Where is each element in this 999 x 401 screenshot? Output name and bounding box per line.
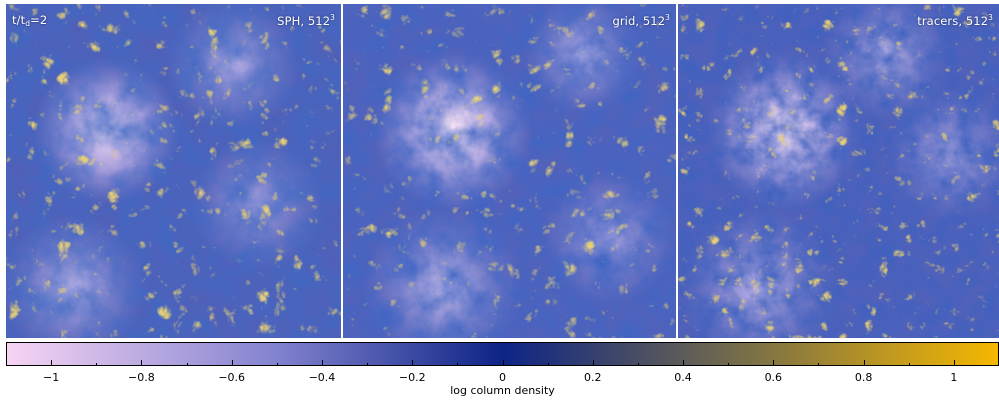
colorbar-minor-tick — [818, 363, 820, 366]
colorbar-major-tick — [863, 360, 865, 366]
colorbar-major-tick — [141, 360, 143, 366]
colorbar-tick-label: −0.2 — [398, 371, 426, 384]
colorbar-tick-label: 0.2 — [584, 371, 602, 384]
colorbar-major-tick — [231, 360, 233, 366]
colorbar-minor-tick — [6, 363, 7, 366]
colorbar-tick-label: 0.4 — [674, 371, 692, 384]
panel-grid: grid, 5123 — [343, 4, 676, 338]
colorbar-major-tick — [953, 360, 955, 366]
colorbar-tick-label: −0.8 — [128, 371, 155, 384]
colorbar-minor-tick — [457, 363, 459, 366]
panel-divider — [341, 4, 343, 338]
colorbar-major-tick — [683, 360, 685, 366]
panel-title-grid: grid, 5123 — [612, 13, 670, 28]
colorbar-tick-label: 1 — [950, 371, 958, 384]
time-label: t/td=2 — [12, 13, 48, 28]
colorbar-minor-tick — [728, 363, 730, 366]
panel-tracers: tracers, 5123 — [678, 4, 999, 338]
panel-sph: t/td=2 SPH, 5123 — [6, 4, 341, 338]
panel-title-sph: SPH, 5123 — [277, 13, 335, 28]
colorbar-major-tick — [592, 360, 594, 366]
colorbar-tick-label: −0.4 — [308, 371, 336, 384]
colorbar-minor-tick — [276, 363, 278, 366]
colorbar-title: log column density — [450, 384, 555, 397]
colorbar-minor-tick — [96, 363, 98, 366]
colorbar-tick-label: 0 — [499, 371, 506, 384]
colorbar-minor-tick — [637, 363, 639, 366]
colorbar-major-tick — [502, 360, 504, 366]
colorbar-tick-label: −0.6 — [218, 371, 246, 384]
colorbar-minor-tick — [908, 363, 910, 366]
colorbar-tick-label: −1 — [43, 371, 60, 384]
colorbar-tick-label: 0.6 — [764, 371, 783, 384]
sph-density-map — [6, 4, 341, 338]
colorbar-major-tick — [51, 360, 53, 366]
colorbar-major-tick — [412, 360, 414, 366]
colorbar-minor-tick — [367, 363, 369, 366]
colorbar-tick-label: 0.8 — [854, 371, 873, 384]
tracers-density-map — [678, 4, 999, 338]
panel-divider — [676, 4, 678, 338]
simulation-panels: t/td=2 SPH, 5123 — [6, 4, 999, 338]
colorbar-major-tick — [773, 360, 775, 366]
panel-title-tracers: tracers, 5123 — [917, 13, 993, 28]
colorbar-major-tick — [321, 360, 323, 366]
colorbar-ticks: −1 −0.8 −0.6 −0.4 −0.2 0 0.2 0.4 0.6 0.8 1 — [6, 342, 999, 384]
grid-density-map — [343, 4, 676, 338]
colorbar-minor-tick — [547, 363, 549, 366]
colorbar-minor-tick — [186, 363, 188, 366]
